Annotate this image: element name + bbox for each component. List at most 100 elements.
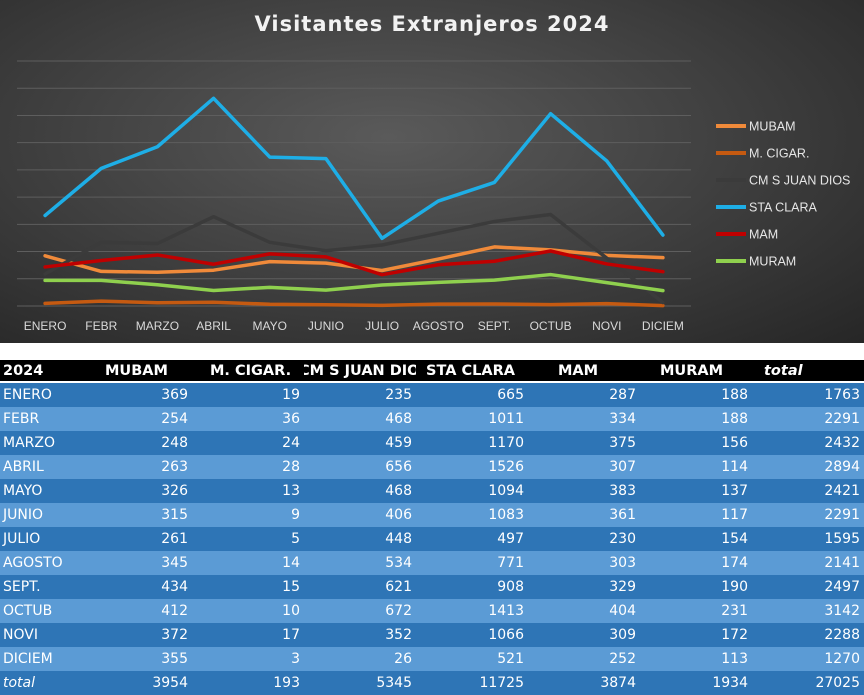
table-cell: 36 [192, 407, 304, 431]
table-cell: 672 [304, 599, 416, 623]
table-cell: 1094 [416, 479, 528, 503]
x-tick-label: MAYO [253, 319, 287, 333]
table-cell: 497 [416, 527, 528, 551]
row-label: SEPT. [0, 575, 80, 599]
table-cell: 1526 [416, 455, 528, 479]
table-cell: 248 [80, 431, 192, 455]
table-cell: 303 [528, 551, 640, 575]
x-tick-label: OCTUB [530, 319, 572, 333]
series-line-muram [43, 272, 665, 293]
legend-label: CM S JUAN DIOS [749, 174, 850, 188]
table-cell: 1011 [416, 407, 528, 431]
table-cell: 2894 [752, 455, 864, 479]
table-cell: 326 [80, 479, 192, 503]
table-cell: 345 [80, 551, 192, 575]
column-header: 2024 [0, 360, 80, 383]
table-cell: 137 [640, 479, 752, 503]
table-cell: 19 [192, 382, 304, 407]
x-tick-label: SEPT. [478, 319, 511, 333]
table-row: ABRIL 263 28 656 1526 307 114 2894 [0, 455, 864, 479]
series-line-mubam [43, 245, 665, 274]
table-cell: 172 [640, 623, 752, 647]
table-cell: 771 [416, 551, 528, 575]
table-cell: 468 [304, 479, 416, 503]
table-row: ENERO 369 19 235 665 287 188 1763 [0, 382, 864, 407]
table-cell: 334 [528, 407, 640, 431]
table-cell: 263 [80, 455, 192, 479]
column-header: STA CLARA [416, 360, 528, 383]
table-cell: 406 [304, 503, 416, 527]
table-cell: 5345 [304, 671, 416, 695]
table-cell: 656 [304, 455, 416, 479]
table-cell: 404 [528, 599, 640, 623]
table-cell: 26 [304, 647, 416, 671]
table-cell: 188 [640, 382, 752, 407]
table-cell: 13 [192, 479, 304, 503]
row-label: ENERO [0, 382, 80, 407]
x-tick-label: FEBR [85, 319, 117, 333]
column-header: MUBAM [80, 360, 192, 383]
row-label: DICIEM [0, 647, 80, 671]
table-row: NOVI 372 17 352 1066 309 172 2288 [0, 623, 864, 647]
table-cell: 459 [304, 431, 416, 455]
table-cell: 3142 [752, 599, 864, 623]
x-tick-label: NOVI [592, 319, 621, 333]
table-cell: 2291 [752, 407, 864, 431]
table-cell: 1066 [416, 623, 528, 647]
table-cell: 361 [528, 503, 640, 527]
table-cell: 434 [80, 575, 192, 599]
table-cell: 154 [640, 527, 752, 551]
table-cell: 28 [192, 455, 304, 479]
table-cell: 230 [528, 527, 640, 551]
table-cell: 309 [528, 623, 640, 647]
row-label: ABRIL [0, 455, 80, 479]
table-row: FEBR 254 36 468 1011 334 188 2291 [0, 407, 864, 431]
table-cell: 307 [528, 455, 640, 479]
table-cell: 231 [640, 599, 752, 623]
table-cell: 372 [80, 623, 192, 647]
table-cell: 1270 [752, 647, 864, 671]
column-header: MAM [528, 360, 640, 383]
table-cell: 1083 [416, 503, 528, 527]
row-label: NOVI [0, 623, 80, 647]
table-row: DICIEM 355 3 26 521 252 113 1270 [0, 647, 864, 671]
table-cell: 2497 [752, 575, 864, 599]
table-cell: 329 [528, 575, 640, 599]
table-cell: 11725 [416, 671, 528, 695]
table-row: OCTUB 412 10 672 1413 404 231 3142 [0, 599, 864, 623]
table-cell: 287 [528, 382, 640, 407]
series-line-m-cigar- [43, 299, 665, 308]
legend-label: MAM [749, 228, 778, 242]
legend-label: MUBAM [749, 120, 796, 134]
table-cell: 1934 [640, 671, 752, 695]
x-tick-label: MARZO [136, 319, 179, 333]
table-cell: 27025 [752, 671, 864, 695]
line-chart: Visitantes Extranjeros 2024 ENERO FEBR MAR… [0, 0, 864, 343]
legend-label: MURAM [749, 255, 796, 269]
table-cell: 375 [528, 431, 640, 455]
total-row: total 3954 193 5345 11725 3874 1934 27025 [0, 671, 864, 695]
column-header: CM S JUAN DIOS [304, 360, 416, 383]
table-cell: 2291 [752, 503, 864, 527]
table-cell: 114 [640, 455, 752, 479]
table-row: AGOSTO 345 14 534 771 303 174 2141 [0, 551, 864, 575]
table-cell: 5 [192, 527, 304, 551]
row-label: MAYO [0, 479, 80, 503]
legend-label: STA CLARA [749, 201, 818, 215]
x-tick-label: JULIO [365, 319, 399, 333]
table-cell: 1170 [416, 431, 528, 455]
x-tick-label: ABRIL [196, 319, 231, 333]
column-header: MURAM [640, 360, 752, 383]
table-cell: 252 [528, 647, 640, 671]
table-row: MARZO 248 24 459 1170 375 156 2432 [0, 431, 864, 455]
chart-title: Visitantes Extranjeros 2024 [254, 12, 610, 36]
table-cell: 369 [80, 382, 192, 407]
table-cell: 355 [80, 647, 192, 671]
table-row: MAYO 326 13 468 1094 383 137 2421 [0, 479, 864, 503]
table-cell: 113 [640, 647, 752, 671]
table-cell: 3874 [528, 671, 640, 695]
column-header: total [752, 360, 864, 383]
x-tick-label: JUNIO [308, 319, 344, 333]
row-label: FEBR [0, 407, 80, 431]
